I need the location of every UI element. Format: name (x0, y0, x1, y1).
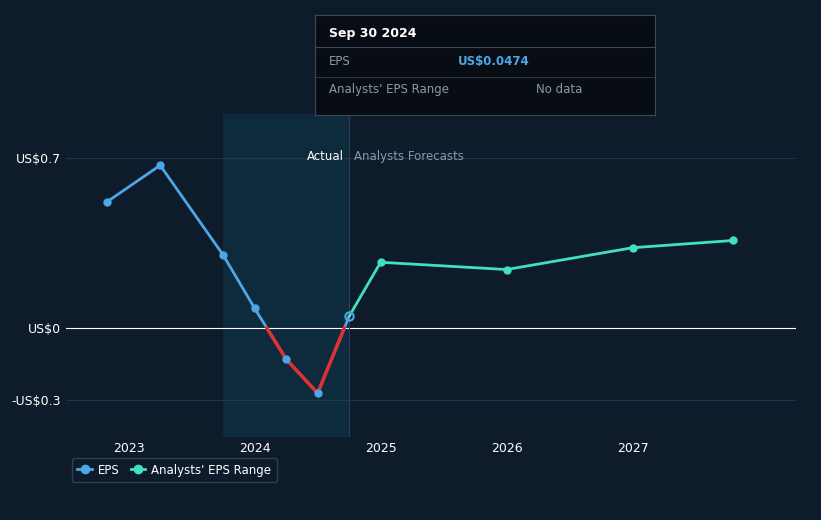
Text: Analysts Forecasts: Analysts Forecasts (354, 150, 464, 163)
Text: US$0.0474: US$0.0474 (458, 55, 530, 68)
Text: Actual: Actual (307, 150, 344, 163)
Legend: EPS, Analysts' EPS Range: EPS, Analysts' EPS Range (71, 458, 277, 483)
Text: No data: No data (536, 83, 582, 96)
Text: EPS: EPS (328, 55, 351, 68)
Text: Sep 30 2024: Sep 30 2024 (328, 27, 416, 40)
Bar (223, 114, 349, 437)
Text: Analysts' EPS Range: Analysts' EPS Range (328, 83, 448, 96)
